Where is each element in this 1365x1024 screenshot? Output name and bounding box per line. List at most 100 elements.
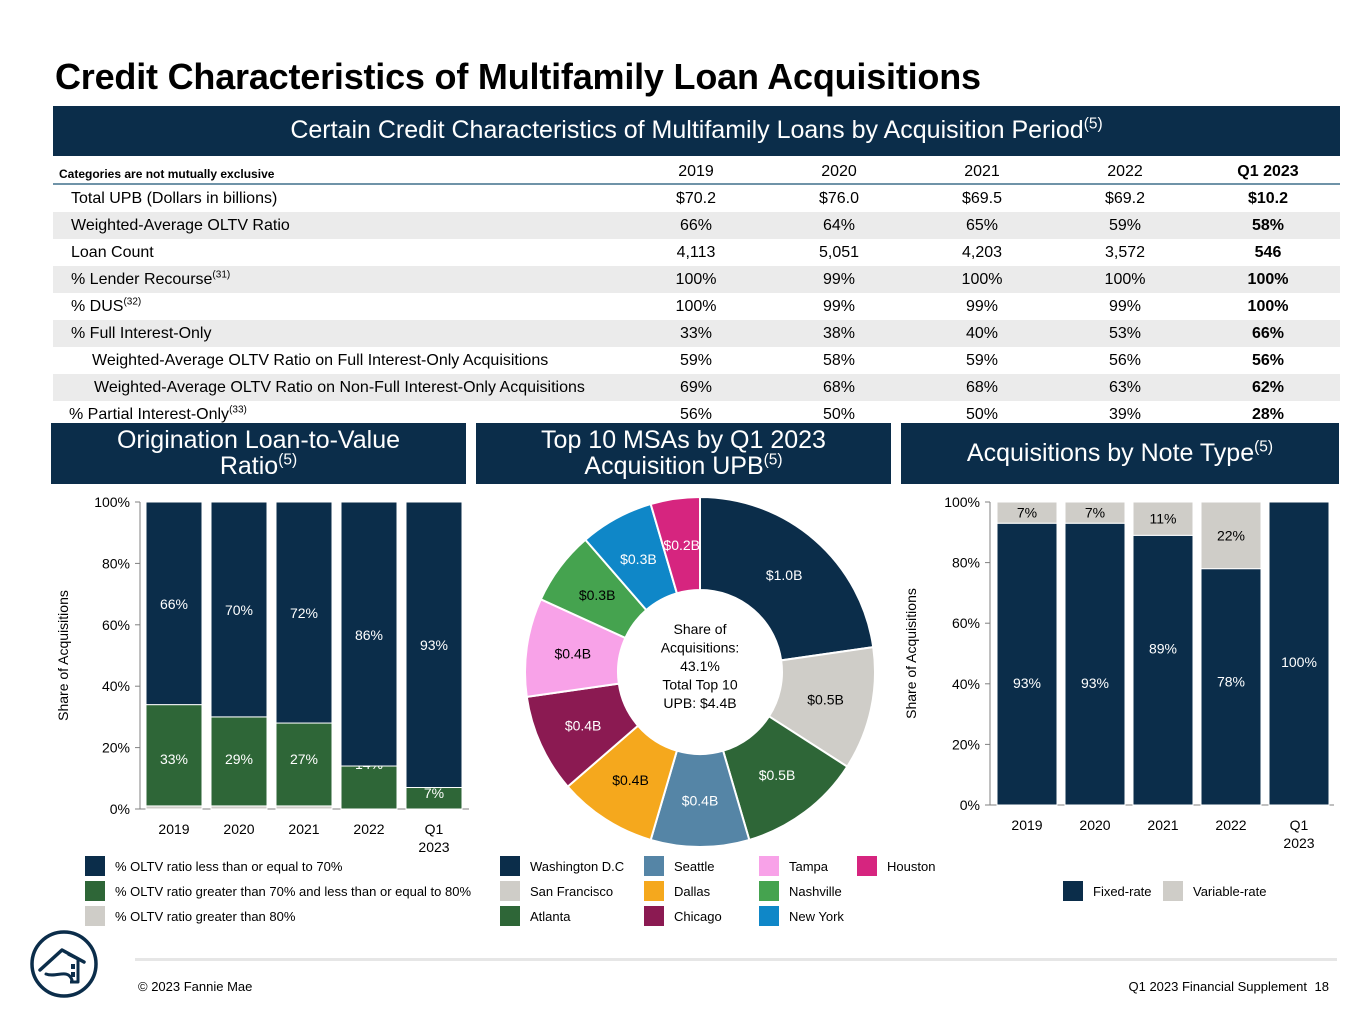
legend-swatch <box>85 906 105 926</box>
table-cell: 99% <box>822 297 856 315</box>
table-cell: 33% <box>679 324 713 342</box>
table-cell: 100% <box>1247 297 1289 315</box>
bar-data-label: 86% <box>355 627 383 643</box>
legend-swatch <box>500 906 520 926</box>
legend-swatch <box>644 856 664 876</box>
x-tick-label: Q1 <box>1290 817 1309 833</box>
donut-center-text: Total Top 10 <box>662 677 737 693</box>
table-cell: 56% <box>679 405 713 423</box>
bar-segment <box>275 722 333 807</box>
table-cell: 59% <box>965 351 999 369</box>
donut-slice-label: $0.2B <box>663 537 700 553</box>
x-tick-label: 2021 <box>288 821 319 837</box>
bar-data-label: 33% <box>160 751 188 767</box>
table-cell: 63% <box>1108 378 1142 396</box>
legend-swatch <box>85 856 105 876</box>
bar-data-label: 70% <box>225 602 253 618</box>
bar-segment <box>145 501 203 706</box>
legend-item: Houston <box>857 856 935 876</box>
table-cell: 56% <box>1108 351 1142 369</box>
table-cell: $10.2 <box>1247 189 1289 207</box>
table-cell: 68% <box>965 378 999 396</box>
table-cell: $69.5 <box>961 189 1003 207</box>
table-cell: 62% <box>1251 378 1285 396</box>
y-tick-label: 40% <box>952 676 980 692</box>
bar-segment <box>405 501 463 789</box>
footer-copyright: © 2023 Fannie Mae <box>138 979 253 994</box>
msa-donut-chart: $1.0B $0.5B $0.5B $0.4B $0.4B $0.4B $0.4B $0.3B… <box>524 495 876 848</box>
note-type-section-title: Acquisitions by Note Type(5) <box>966 438 1274 467</box>
y-tick-label: 0% <box>110 801 130 817</box>
x-tick-label: 2020 <box>1079 817 1110 833</box>
bar-data-label: 7% <box>1085 505 1105 521</box>
legend-item: San Francisco <box>500 881 613 901</box>
y-tick-label: 60% <box>952 615 980 631</box>
bar-segment <box>1064 501 1126 524</box>
table-cell: 53% <box>1108 324 1142 342</box>
ltv-section-title: Origination Loan-to-Value Ratio(5) <box>116 426 401 480</box>
y-tick-label: 100% <box>94 494 130 510</box>
ltv-section-banner: Origination Loan-to-Value Ratio(5) <box>51 423 466 484</box>
bar-segment <box>996 522 1058 806</box>
table-cell: 99% <box>822 270 856 288</box>
legend-item: Fixed-rate <box>1063 881 1152 901</box>
legend-item: % OLTV ratio less than or equal to 70% <box>85 856 342 876</box>
table-row: % DUS(32) 100% 99% 99% 99% 100% <box>53 293 1340 320</box>
page-title: Credit Characteristics of Multifamily Lo… <box>55 56 981 97</box>
bar-segment <box>210 501 268 718</box>
legend-item: Seattle <box>644 856 714 876</box>
x-tick-label: 2020 <box>223 821 254 837</box>
donut-center-text: 43.1% <box>680 658 720 674</box>
table-row-label: % Full Interest-Only <box>71 324 212 342</box>
bar-data-label: 93% <box>1081 675 1109 691</box>
table-cell: 50% <box>822 405 856 423</box>
legend-label: Washington D.C <box>530 858 625 874</box>
bar-data-label: 29% <box>225 751 253 767</box>
table-cell: 65% <box>965 216 999 234</box>
table-cell: 4,113 <box>676 243 716 261</box>
table-banner: Certain Credit Characteristics of Multif… <box>53 106 1340 156</box>
bar-data-label: 93% <box>1013 675 1041 691</box>
legend-label: Houston <box>887 858 936 874</box>
table-row-label: Weighted-Average OLTV Ratio on Full Inte… <box>92 351 549 369</box>
donut-center-text: Acquisitions: <box>661 640 740 656</box>
y-tick-label: 60% <box>102 617 130 633</box>
table-cell: 39% <box>1108 405 1142 423</box>
bar-data-label: 93% <box>420 637 448 653</box>
legend-label: Seattle <box>674 858 715 874</box>
donut-slice-label: $0.4B <box>682 793 719 809</box>
y-tick-label: 80% <box>952 555 980 571</box>
bar-segment <box>1132 501 1194 536</box>
note-type-stacked-bar-chart: 0% 20% 40% 60% 80% 100% Share of Acquisitions 9… <box>903 494 1334 851</box>
bar-segment <box>1268 501 1330 806</box>
msa-section-title: Top 10 MSAs by Q1 2023 Acquisition UPB(5… <box>541 426 826 480</box>
donut-slice-label: $0.5B <box>807 691 844 707</box>
table-cell: 100% <box>1247 270 1289 288</box>
bar-data-label: 27% <box>290 751 318 767</box>
bar-segment <box>340 501 398 767</box>
table-cell: 100% <box>675 270 717 288</box>
legend-label: Tampa <box>789 858 829 874</box>
legend-label: % OLTV ratio greater than 80% <box>115 908 296 924</box>
legend-label: Atlanta <box>530 908 571 924</box>
legend-label: % OLTV ratio less than or equal to 70% <box>115 858 343 874</box>
table-cell: 99% <box>1108 297 1142 315</box>
legend-item: Variable-rate <box>1163 881 1266 901</box>
legend-item: Atlanta <box>500 906 570 926</box>
credit-characteristics-table: Categories are not mutually exclusive 201… <box>53 160 1340 428</box>
table-row: % Full Interest-Only 33% 38% 40% 53% 66% <box>53 320 1340 347</box>
note-type-section-banner: Acquisitions by Note Type(5) <box>901 423 1339 484</box>
table-cell: 50% <box>965 405 999 423</box>
legend-swatch <box>759 856 779 876</box>
y-tick-label: 80% <box>102 555 130 571</box>
bar-segment <box>996 501 1058 524</box>
legend-swatch <box>857 856 877 876</box>
donut-slice-label: $0.4B <box>555 646 592 662</box>
donut-slice-label: $0.3B <box>579 587 616 603</box>
legend-swatch <box>1163 881 1183 901</box>
bar-data-label: 7% <box>1017 505 1037 521</box>
table-row-label: Weighted-Average OLTV Ratio <box>71 216 290 234</box>
legend-item: % OLTV ratio greater than 80% <box>85 906 295 926</box>
legend-swatch <box>644 906 664 926</box>
table-cell: 100% <box>961 270 1003 288</box>
